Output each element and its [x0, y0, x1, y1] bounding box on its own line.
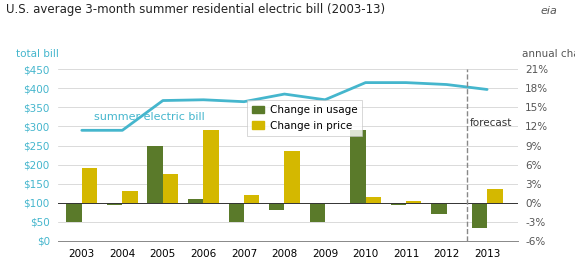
Bar [67, 203, 82, 222]
Text: forecast: forecast [470, 118, 512, 128]
Bar [107, 203, 122, 205]
Text: annual change: annual change [522, 49, 575, 59]
Text: total bill: total bill [16, 49, 59, 59]
Legend: Change in usage, Change in price: Change in usage, Change in price [247, 100, 362, 136]
Bar [147, 146, 163, 203]
Text: summer electric bill: summer electric bill [94, 112, 205, 122]
Bar [431, 203, 447, 214]
Bar [366, 197, 381, 203]
Bar [163, 174, 178, 203]
Bar [188, 199, 204, 203]
Bar [244, 195, 259, 203]
Text: eia: eia [541, 6, 558, 16]
Text: U.S. average 3-month summer residential electric bill (2003-13): U.S. average 3-month summer residential … [6, 3, 385, 16]
Bar [472, 203, 487, 228]
Bar [406, 201, 421, 203]
Bar [269, 203, 285, 211]
Bar [228, 203, 244, 222]
Bar [204, 130, 219, 203]
Bar [285, 151, 300, 203]
Bar [350, 130, 366, 203]
Bar [309, 203, 325, 222]
Bar [487, 189, 503, 203]
Bar [122, 191, 138, 203]
Bar [82, 168, 97, 203]
Bar [390, 203, 406, 205]
